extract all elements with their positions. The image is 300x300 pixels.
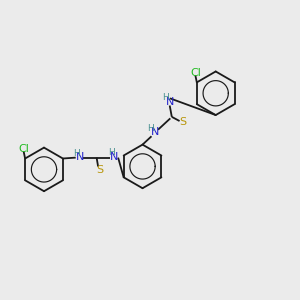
Text: H: H	[108, 148, 115, 157]
Text: Cl: Cl	[18, 144, 29, 154]
Text: H: H	[74, 149, 80, 158]
Text: N: N	[151, 128, 159, 137]
Text: N: N	[166, 97, 174, 106]
Text: H: H	[163, 93, 169, 102]
Text: S: S	[96, 165, 103, 175]
Text: N: N	[110, 152, 119, 162]
Text: N: N	[76, 152, 84, 162]
Text: S: S	[179, 117, 186, 127]
Text: H: H	[147, 124, 154, 133]
Text: Cl: Cl	[190, 68, 201, 78]
